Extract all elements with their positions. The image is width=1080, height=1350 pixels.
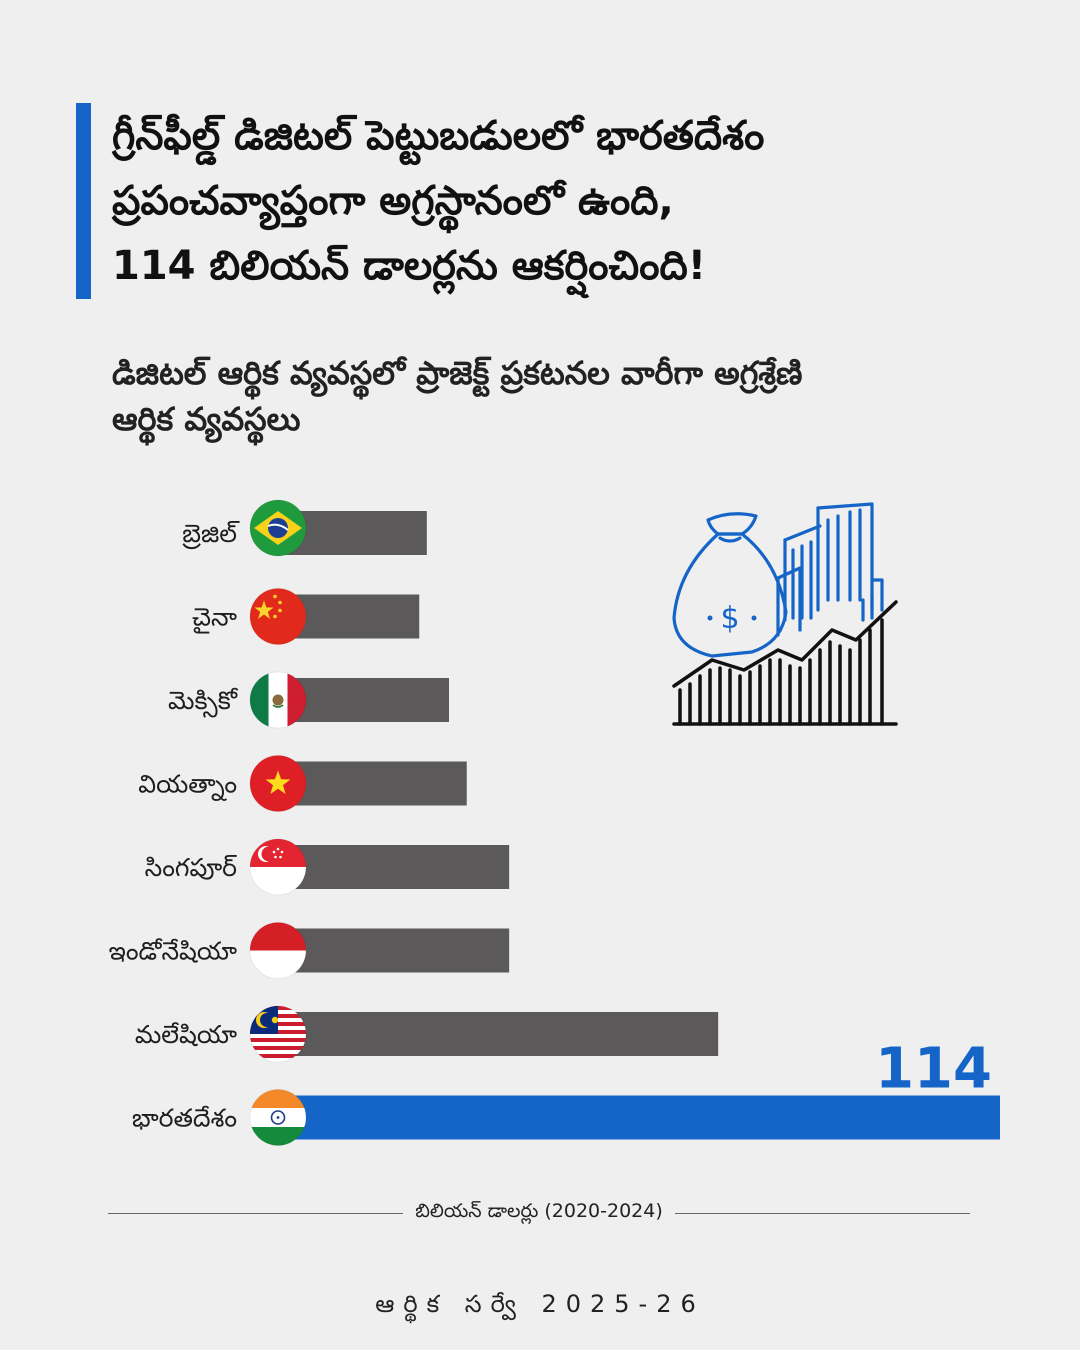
brazil-flag-icon <box>249 499 307 557</box>
category-label-4: వియత్నాం <box>138 770 237 802</box>
x-axis-label: బిలియన్ డాలర్లు (2020-2024) <box>415 1199 663 1222</box>
category-label-7: మలేషియా <box>135 1020 237 1049</box>
caption-rule-left <box>108 1212 404 1214</box>
category-label-5: సింగపూర్ <box>145 853 238 882</box>
title-line-1: గ్రీన్‌ఫీల్డ్ డిజిటల్ పెట్టుబడులలో భారతద… <box>112 113 765 159</box>
category-label-6: ఇండోనేషియా <box>109 937 237 966</box>
bar-6 <box>278 928 510 973</box>
title-accent-bar <box>76 103 91 299</box>
india-flag-icon <box>249 1089 307 1146</box>
caption-rule-right <box>674 1212 971 1214</box>
mexico-flag-icon <box>249 671 307 729</box>
indonesia-flag-icon <box>249 922 307 979</box>
vietnam-flag-icon <box>249 755 307 812</box>
subtitle-line-2: ఆర్థిక వ్యవస్థలు <box>112 400 301 438</box>
bar-3 <box>278 678 449 722</box>
category-label-1: బ్రెజిల్ <box>182 519 240 550</box>
money-bag-growth-icon: $ <box>672 502 898 726</box>
bar-5 <box>278 845 510 889</box>
bar-4 <box>278 761 467 806</box>
value-label-8: 114 <box>875 1037 992 1102</box>
page-title: గ్రీన్‌ఫీల్డ్ డిజిటల్ పెట్టుబడులలో భారతద… <box>112 104 1032 299</box>
category-label-3: మెక్సికో <box>168 686 239 718</box>
title-line-3: 114 బిలియన్ డాలర్లను ఆకర్షించింది! <box>112 243 706 289</box>
bar-chart: బ్రెజిల్ చైనా మెక్సికో వియత్నాం సింగపూర్ ఇండో… <box>109 499 1000 1146</box>
title-line-2: ప్రపంచవ్యాప్తంగా అగ్రస్థానంలో ఉంది, <box>112 178 674 224</box>
china-flag-icon <box>249 588 307 645</box>
subtitle-line-1: డిజిటల్ ఆర్థిక వ్యవస్థలో ప్రాజెక్ట్ ప్రక… <box>112 354 803 392</box>
bar-8 <box>278 1095 1000 1140</box>
bar-7 <box>278 1012 719 1056</box>
x-axis-caption: బిలియన్ డాలర్లు (2020-2024) <box>108 1198 971 1228</box>
category-label-2: చైనా <box>192 603 237 634</box>
malaysia-flag-icon <box>249 1005 307 1063</box>
category-label-8: భారతదేశం <box>132 1104 237 1133</box>
chart-subtitle: డిజిటల్ ఆర్థిక వ్యవస్థలో ప్రాజెక్ట్ ప్రక… <box>112 350 1012 442</box>
source-footer: ఆర్థిక సర్వే 2025-26 <box>375 1290 705 1318</box>
singapore-flag-icon <box>249 838 307 896</box>
svg-text:$: $ <box>720 601 739 636</box>
